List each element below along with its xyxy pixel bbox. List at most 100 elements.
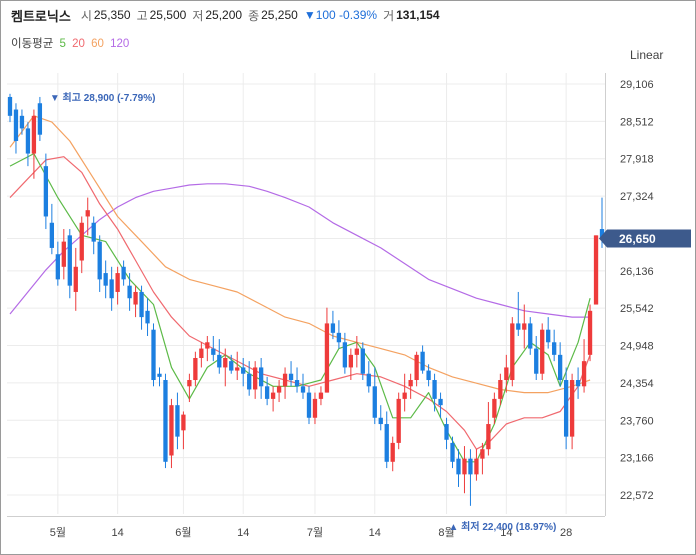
candle-body [563, 380, 569, 437]
x-tick-label: 7월 [307, 526, 323, 539]
candle [300, 373, 306, 399]
candle [25, 122, 31, 167]
candle [127, 273, 132, 311]
candle-body [336, 332, 342, 343]
candle-body [61, 241, 66, 267]
candle-body [360, 348, 365, 374]
candle [408, 373, 413, 399]
candle-body [139, 291, 144, 318]
candle [276, 380, 282, 403]
candle [575, 367, 581, 399]
candle [19, 109, 25, 135]
candle-body [115, 273, 120, 292]
candle [235, 351, 240, 381]
volume-value: 131,154 [396, 8, 440, 22]
candle [61, 229, 66, 280]
candle-body [599, 229, 605, 239]
candle-body [258, 367, 264, 387]
ma60-line [9, 115, 591, 394]
y-tick-label: 24,354 [620, 378, 654, 390]
candle [456, 449, 461, 487]
candle-body [241, 367, 246, 374]
candle-body [169, 405, 174, 456]
candle-body [540, 329, 545, 374]
stock-name[interactable]: 켐트로닉스 [11, 8, 71, 24]
candle [498, 373, 503, 406]
y-tick-label: 26,136 [620, 266, 654, 278]
candle-body [91, 222, 96, 242]
candle [79, 216, 84, 274]
candle-body [408, 380, 413, 387]
x-tick-label: 14 [369, 527, 381, 539]
candle-body [79, 222, 84, 261]
change-value: ▼100 -0.39% [303, 8, 378, 22]
candle-body [235, 367, 240, 371]
candle [336, 320, 342, 349]
candle [528, 317, 533, 355]
candle [229, 354, 234, 374]
candle-body [468, 458, 473, 475]
candle-body [282, 373, 288, 387]
candle [378, 405, 383, 431]
candle [133, 285, 138, 318]
candle-body [390, 442, 395, 462]
candle-body [438, 398, 443, 406]
candle [31, 109, 37, 179]
candle-body [312, 398, 318, 418]
candle [241, 358, 246, 387]
x-tick-label: 14 [500, 527, 512, 539]
max-price-annotation: ▼ 최고 28,900 (-7.79%) [50, 91, 156, 104]
candle [151, 323, 156, 387]
candle [569, 373, 575, 450]
candle [175, 392, 180, 450]
candle-body [276, 386, 282, 393]
candle-body [175, 405, 180, 437]
candle-body [187, 380, 192, 387]
candle-body [294, 380, 300, 387]
candle [396, 392, 401, 450]
candle-body [193, 358, 198, 381]
candle [187, 373, 192, 403]
candle-body [324, 323, 330, 393]
candle [426, 364, 431, 387]
volume-label: 거 [383, 8, 395, 23]
candle [330, 310, 336, 340]
ma-legend[interactable]: 이동평균 5 20 60 120 [11, 35, 132, 51]
candle-body [306, 392, 312, 418]
candle-body [97, 241, 102, 280]
low-label: 저 [192, 8, 204, 23]
candle [552, 329, 557, 362]
candle-body [229, 361, 234, 371]
x-tick-label: 14 [237, 527, 249, 539]
candle-body [504, 367, 509, 381]
candle [169, 398, 174, 469]
candle-body [253, 367, 258, 390]
ma20-line [9, 156, 591, 450]
candle-body [432, 380, 437, 399]
candle [13, 103, 19, 154]
ma60-legend: 60 [91, 38, 104, 50]
candle-body [378, 417, 383, 425]
high-value: 25,500 [149, 8, 187, 22]
candle-body [163, 380, 168, 462]
scale-toggle-button[interactable]: Linear [630, 48, 664, 62]
candle-body [121, 266, 126, 280]
ma-legend-label: 이동평균 [11, 38, 54, 50]
y-tick-label: 23,760 [620, 415, 654, 427]
current-price-label: 26,650 [619, 232, 656, 246]
candle-body [31, 115, 37, 154]
current-price-tag: 26,650 [599, 229, 691, 248]
candle [43, 153, 49, 230]
candle [593, 235, 599, 305]
candle [492, 392, 497, 425]
candle-body [37, 103, 43, 135]
x-tick-label: 28 [560, 527, 572, 539]
candle-body [426, 370, 431, 381]
y-tick-label: 24,948 [620, 341, 654, 353]
candle [468, 449, 473, 506]
candle-body [414, 354, 419, 381]
candle [199, 342, 204, 368]
candle [504, 354, 509, 393]
